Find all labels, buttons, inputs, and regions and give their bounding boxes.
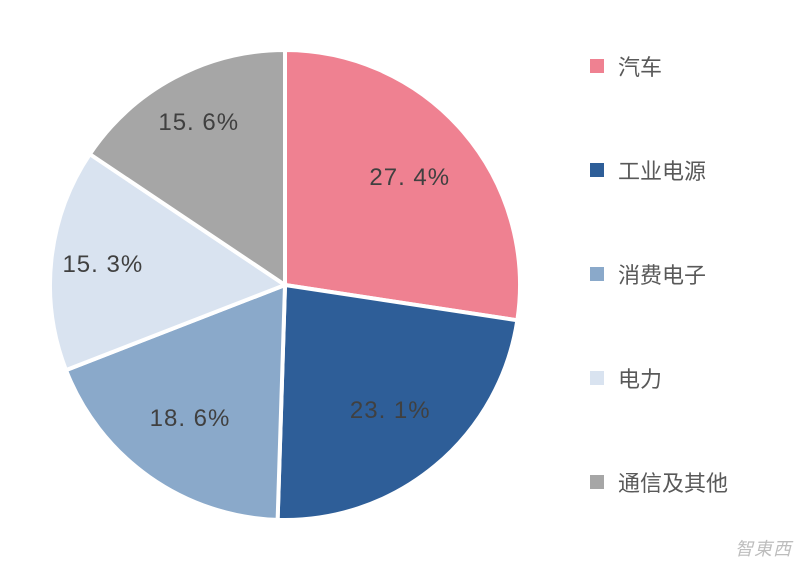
chart-container: 27. 4% 23. 1% 18. 6% 15. 3% 15. 6% 汽车 工业电源 消…	[0, 0, 800, 569]
legend-swatch-3	[590, 371, 604, 385]
legend-swatch-0	[590, 59, 604, 73]
slice-label-4: 15. 6%	[158, 109, 239, 137]
legend-label-4: 通信及其他	[618, 466, 728, 498]
pie-svg	[50, 50, 520, 520]
legend-item-4: 通信及其他	[590, 466, 790, 498]
legend-label-2: 消费电子	[618, 258, 706, 290]
legend-item-3: 电力	[590, 362, 790, 394]
pie-chart: 27. 4% 23. 1% 18. 6% 15. 3% 15. 6%	[50, 50, 520, 520]
slice-label-2: 18. 6%	[150, 405, 231, 433]
legend-item-2: 消费电子	[590, 258, 790, 290]
legend-label-1: 工业电源	[618, 154, 706, 186]
watermark: 智東西	[735, 535, 792, 561]
legend: 汽车 工业电源 消费电子 电力 通信及其他	[590, 50, 790, 569]
legend-swatch-2	[590, 267, 604, 281]
legend-item-1: 工业电源	[590, 154, 790, 186]
slice-label-3: 15. 3%	[62, 251, 143, 279]
legend-label-0: 汽车	[618, 50, 662, 82]
legend-swatch-4	[590, 475, 604, 489]
slice-label-1: 23. 1%	[350, 397, 431, 425]
legend-label-3: 电力	[618, 362, 662, 394]
legend-swatch-1	[590, 163, 604, 177]
slice-label-0: 27. 4%	[369, 164, 450, 192]
legend-item-0: 汽车	[590, 50, 790, 82]
